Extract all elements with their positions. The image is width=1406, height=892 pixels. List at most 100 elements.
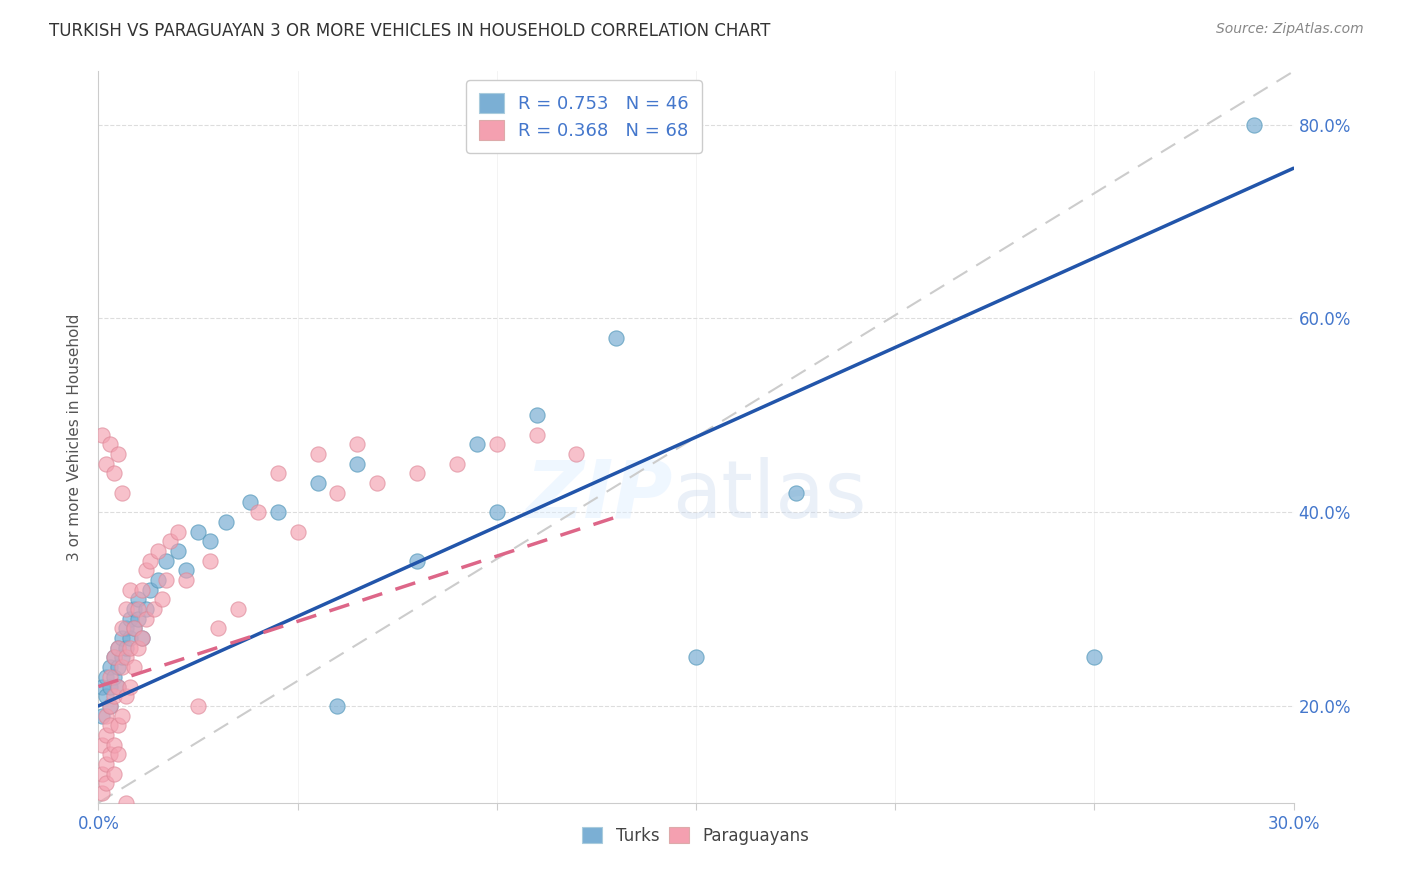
Point bbox=[366, 476, 388, 491]
Point bbox=[187, 698, 209, 713]
Point bbox=[98, 698, 122, 713]
Point bbox=[115, 690, 138, 704]
Text: atlas: atlas bbox=[672, 457, 866, 534]
Point bbox=[326, 485, 349, 500]
Point bbox=[174, 573, 197, 587]
Point bbox=[98, 747, 122, 762]
Point bbox=[111, 485, 134, 500]
Point bbox=[685, 650, 707, 665]
Point bbox=[107, 718, 129, 732]
Point bbox=[115, 602, 138, 616]
Point bbox=[120, 640, 142, 655]
Point bbox=[107, 640, 129, 655]
Point bbox=[107, 680, 129, 694]
Point bbox=[135, 602, 157, 616]
Point bbox=[139, 553, 162, 567]
Point bbox=[267, 467, 290, 481]
Text: Source: ZipAtlas.com: Source: ZipAtlas.com bbox=[1216, 22, 1364, 37]
Point bbox=[103, 766, 125, 780]
Text: ZIP: ZIP bbox=[524, 457, 672, 534]
Point bbox=[565, 447, 588, 461]
Point bbox=[98, 718, 122, 732]
Point bbox=[1243, 118, 1265, 132]
Point bbox=[120, 815, 142, 830]
Point bbox=[198, 534, 221, 549]
Point bbox=[107, 660, 129, 674]
Point bbox=[91, 680, 114, 694]
Point bbox=[307, 476, 329, 491]
Text: TURKISH VS PARAGUAYAN 3 OR MORE VEHICLES IN HOUSEHOLD CORRELATION CHART: TURKISH VS PARAGUAYAN 3 OR MORE VEHICLES… bbox=[49, 22, 770, 40]
Point bbox=[124, 622, 146, 636]
Point bbox=[135, 612, 157, 626]
Point bbox=[135, 563, 157, 577]
Point bbox=[96, 457, 118, 471]
Point bbox=[124, 660, 146, 674]
Point bbox=[446, 457, 468, 471]
Point bbox=[91, 738, 114, 752]
Point bbox=[107, 640, 129, 655]
Point bbox=[103, 650, 125, 665]
Point bbox=[346, 437, 368, 451]
Legend: Turks, Paraguayans: Turks, Paraguayans bbox=[574, 818, 818, 853]
Point bbox=[465, 437, 488, 451]
Point bbox=[267, 505, 290, 519]
Point bbox=[98, 698, 122, 713]
Point bbox=[91, 427, 114, 442]
Point bbox=[120, 631, 142, 645]
Point bbox=[127, 612, 149, 626]
Point bbox=[127, 592, 149, 607]
Point bbox=[406, 467, 429, 481]
Point bbox=[96, 757, 118, 772]
Point bbox=[148, 544, 170, 558]
Point bbox=[96, 776, 118, 790]
Point bbox=[111, 660, 134, 674]
Point bbox=[96, 728, 118, 742]
Y-axis label: 3 or more Vehicles in Household: 3 or more Vehicles in Household bbox=[67, 313, 83, 561]
Point bbox=[187, 524, 209, 539]
Point bbox=[207, 622, 229, 636]
Point bbox=[103, 738, 125, 752]
Point bbox=[98, 660, 122, 674]
Point bbox=[115, 640, 138, 655]
Point bbox=[115, 622, 138, 636]
Point bbox=[111, 650, 134, 665]
Point bbox=[167, 524, 190, 539]
Point bbox=[91, 786, 114, 800]
Point bbox=[91, 766, 114, 780]
Point bbox=[131, 631, 153, 645]
Point bbox=[148, 573, 170, 587]
Point bbox=[485, 437, 508, 451]
Point bbox=[198, 553, 221, 567]
Point bbox=[346, 457, 368, 471]
Point bbox=[1083, 650, 1105, 665]
Point bbox=[239, 495, 262, 509]
Point bbox=[111, 631, 134, 645]
Point bbox=[139, 582, 162, 597]
Point bbox=[120, 680, 142, 694]
Point bbox=[98, 437, 122, 451]
Point bbox=[103, 670, 125, 684]
Point bbox=[115, 650, 138, 665]
Point bbox=[127, 602, 149, 616]
Point bbox=[96, 670, 118, 684]
Point bbox=[96, 708, 118, 723]
Point bbox=[107, 447, 129, 461]
Point bbox=[246, 505, 269, 519]
Point bbox=[326, 698, 349, 713]
Point bbox=[131, 631, 153, 645]
Point bbox=[131, 582, 153, 597]
Point bbox=[91, 708, 114, 723]
Point bbox=[98, 670, 122, 684]
Point bbox=[155, 553, 177, 567]
Point bbox=[485, 505, 508, 519]
Point bbox=[124, 622, 146, 636]
Point bbox=[111, 622, 134, 636]
Point bbox=[96, 690, 118, 704]
Point bbox=[150, 592, 173, 607]
Point bbox=[159, 534, 181, 549]
Point bbox=[785, 485, 807, 500]
Point bbox=[98, 680, 122, 694]
Point bbox=[155, 573, 177, 587]
Point bbox=[111, 708, 134, 723]
Point bbox=[307, 447, 329, 461]
